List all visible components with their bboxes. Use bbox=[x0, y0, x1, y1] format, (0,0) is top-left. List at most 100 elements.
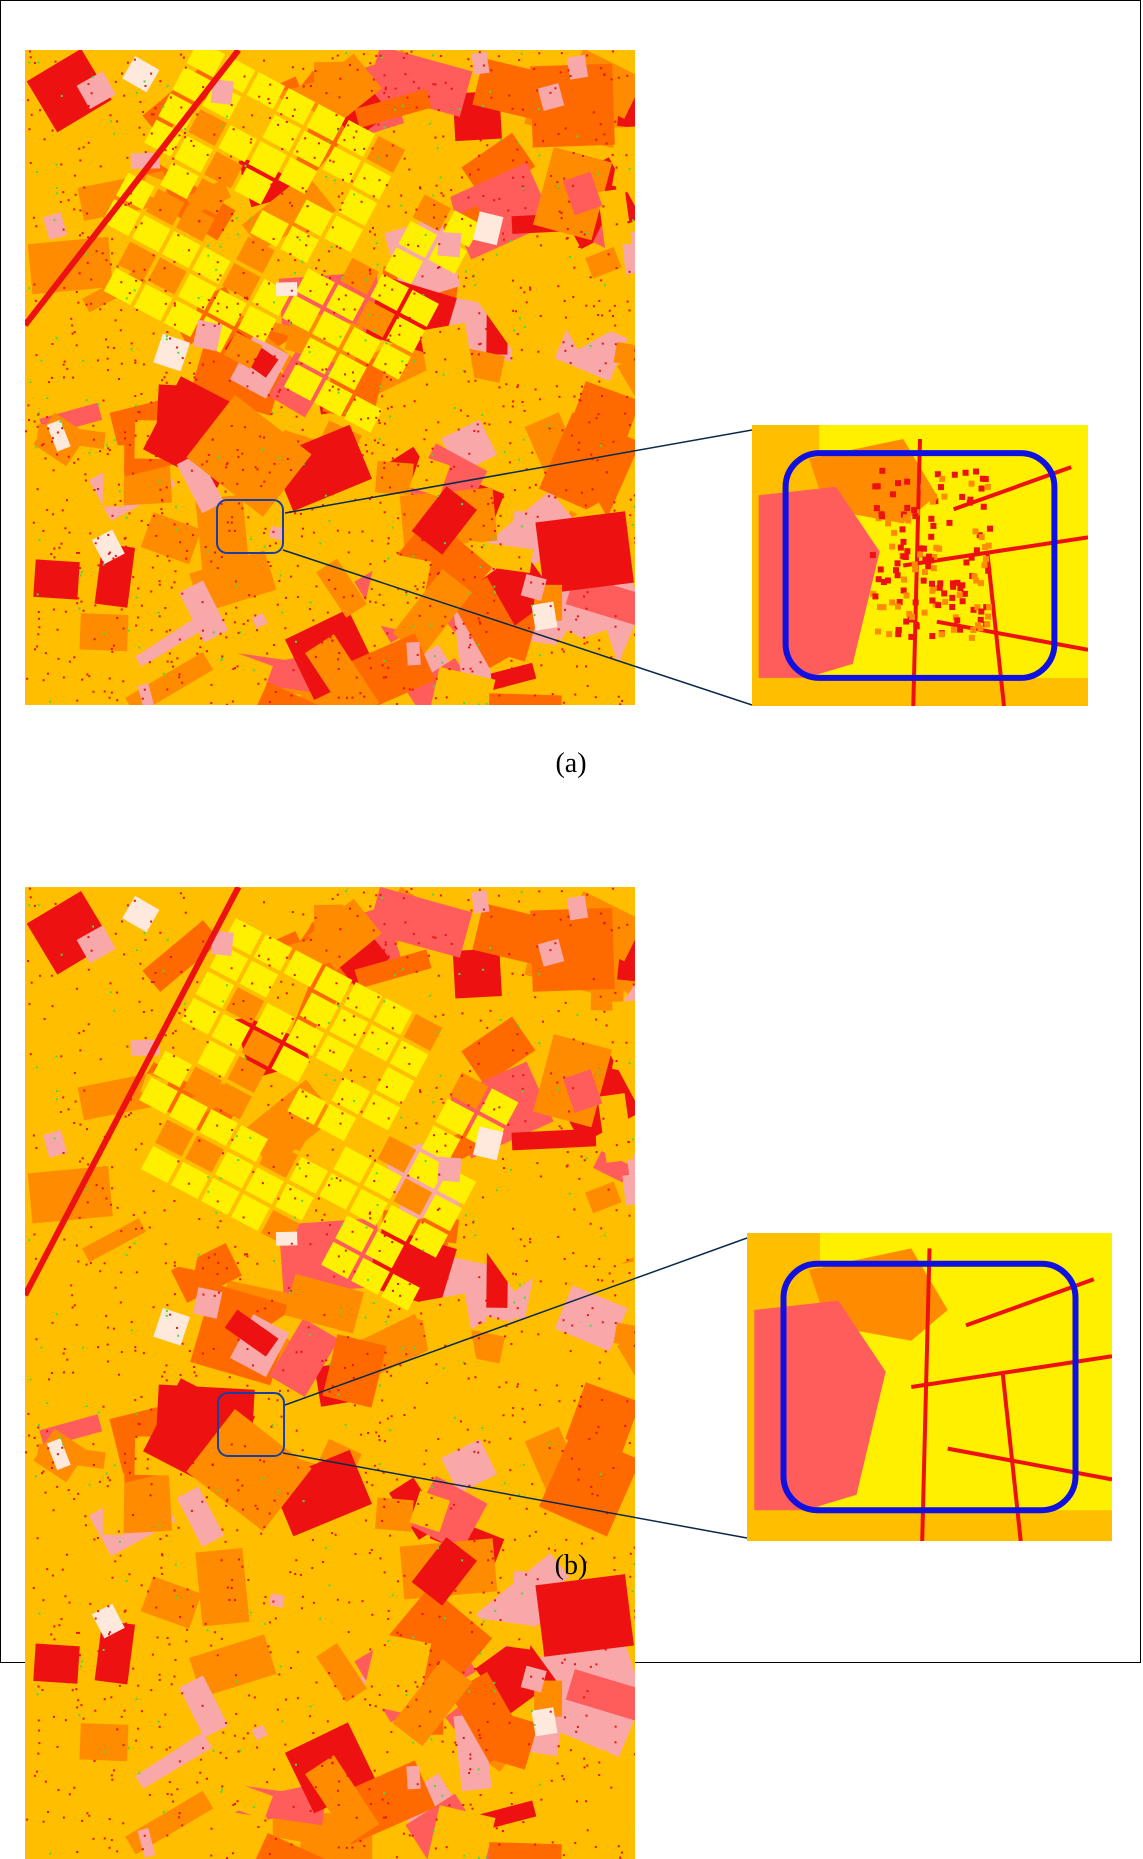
zoom-inset-a bbox=[752, 425, 1088, 706]
zoom-noise-pixel bbox=[879, 468, 885, 474]
noise-pixel bbox=[461, 1012, 463, 1014]
zoom-noise-pixel bbox=[903, 619, 909, 625]
noise-pixel bbox=[597, 314, 599, 316]
noise-pixel bbox=[159, 584, 161, 586]
noise-pixel bbox=[111, 1779, 113, 1781]
noise-pixel bbox=[628, 309, 630, 311]
noise-pixel bbox=[166, 1749, 168, 1751]
noise-pixel bbox=[556, 1082, 558, 1084]
noise-pixel bbox=[468, 1691, 470, 1693]
noise-pixel bbox=[38, 1612, 40, 1614]
noise-pixel bbox=[493, 1108, 495, 1110]
noise-pixel bbox=[40, 1347, 42, 1349]
noise-pixel bbox=[60, 1618, 62, 1620]
noise-pixel bbox=[96, 250, 98, 252]
noise-pixel bbox=[158, 612, 160, 614]
noise-pixel bbox=[435, 83, 437, 85]
noise-pixel bbox=[626, 396, 628, 398]
noise-pixel bbox=[137, 1685, 139, 1687]
noise-pixel bbox=[590, 345, 592, 347]
noise-pixel bbox=[391, 1241, 393, 1243]
noise-pixel bbox=[570, 631, 572, 633]
noise-pixel bbox=[614, 1294, 616, 1296]
noise-pixel bbox=[616, 1144, 618, 1146]
noise-pixel bbox=[471, 670, 473, 672]
noise-pixel bbox=[133, 1085, 135, 1087]
noise-pixel bbox=[130, 192, 132, 194]
noise-pixel bbox=[482, 969, 484, 971]
noise-pixel bbox=[384, 1364, 386, 1366]
noise-pixel bbox=[396, 552, 398, 554]
noise-pixel bbox=[469, 1768, 471, 1770]
zoom-noise-pixel bbox=[922, 610, 928, 616]
noise-pixel bbox=[263, 60, 265, 62]
noise-pixel bbox=[125, 537, 127, 539]
noise-pixel bbox=[327, 612, 329, 614]
noise-pixel bbox=[77, 597, 79, 599]
noise-pixel bbox=[256, 629, 258, 631]
noise-pixel bbox=[516, 1033, 518, 1035]
noise-pixel bbox=[222, 1732, 224, 1734]
noise-pixel bbox=[565, 1283, 567, 1285]
noise-pixel bbox=[86, 673, 88, 675]
noise-pixel bbox=[338, 129, 340, 131]
noise-pixel bbox=[423, 1335, 425, 1337]
noise-pixel bbox=[608, 541, 610, 543]
noise-pixel bbox=[379, 410, 381, 412]
noise-pixel bbox=[371, 1484, 373, 1486]
noise-pixel bbox=[120, 500, 122, 502]
noise-pixel bbox=[231, 213, 233, 215]
noise-pixel bbox=[46, 416, 48, 418]
noise-pixel bbox=[199, 1772, 201, 1774]
noise-pixel bbox=[384, 284, 386, 286]
noise-pixel bbox=[214, 551, 216, 553]
noise-pixel bbox=[133, 184, 135, 186]
zoom-noise-pixel bbox=[971, 573, 977, 579]
noise-pixel bbox=[600, 913, 602, 915]
noise-pixel bbox=[52, 513, 54, 515]
noise-pixel bbox=[479, 889, 481, 891]
noise-pixel bbox=[500, 1619, 502, 1621]
noise-pixel bbox=[477, 1441, 479, 1443]
noise-pixel bbox=[166, 486, 168, 488]
noise-pixel bbox=[126, 1580, 128, 1582]
noise-pixel bbox=[82, 360, 84, 362]
noise-pixel bbox=[385, 88, 387, 90]
noise-pixel bbox=[586, 1765, 588, 1767]
noise-pixel bbox=[82, 232, 84, 234]
noise-pixel bbox=[58, 658, 60, 660]
noise-pixel bbox=[328, 371, 330, 373]
noise-pixel bbox=[196, 113, 198, 115]
noise-pixel bbox=[107, 369, 109, 371]
noise-pixel bbox=[468, 1485, 470, 1487]
noise-pixel bbox=[352, 1695, 354, 1697]
noise-pixel bbox=[444, 616, 446, 618]
noise-pixel bbox=[263, 436, 265, 438]
noise-pixel bbox=[426, 1524, 428, 1526]
noise-pixel bbox=[403, 1414, 405, 1416]
zoom-noise-pixel bbox=[888, 502, 894, 508]
noise-pixel bbox=[311, 476, 313, 478]
noise-pixel bbox=[485, 1300, 487, 1302]
noise-pixel bbox=[232, 700, 234, 702]
noise-pixel bbox=[526, 1052, 528, 1054]
noise-pixel bbox=[375, 601, 377, 603]
noise-pixel bbox=[518, 556, 520, 558]
noise-pixel bbox=[60, 65, 62, 67]
noise-pixel bbox=[37, 414, 39, 416]
noise-pixel bbox=[115, 555, 117, 557]
noise-pixel bbox=[83, 187, 85, 189]
noise-pixel bbox=[583, 524, 585, 526]
noise-pixel bbox=[53, 556, 55, 558]
noise-pixel bbox=[539, 1404, 541, 1406]
noise-pixel bbox=[331, 485, 333, 487]
noise-pixel bbox=[315, 267, 317, 269]
noise-pixel bbox=[478, 1322, 480, 1324]
noise-pixel bbox=[599, 542, 601, 544]
noise-pixel bbox=[369, 1648, 371, 1650]
noise-pixel bbox=[290, 1667, 292, 1669]
noise-pixel bbox=[305, 244, 307, 246]
noise-pixel bbox=[473, 430, 475, 432]
noise-pixel bbox=[134, 395, 136, 397]
noise-pixel bbox=[377, 159, 379, 161]
